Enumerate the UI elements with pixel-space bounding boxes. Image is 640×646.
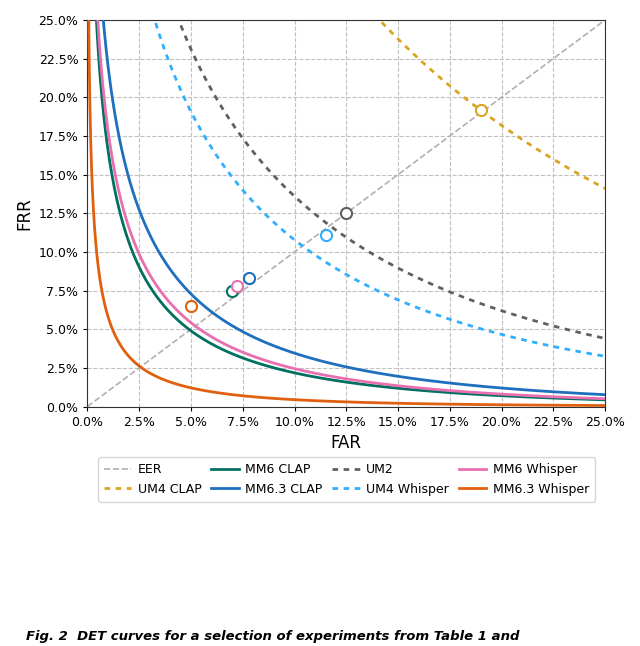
MM6 Whisper	[554, 393, 561, 401]
MM6.3 Whisper	[267, 394, 275, 402]
MM6.3 CLAP	[611, 391, 618, 399]
MM6.3 CLAP	[434, 378, 442, 386]
MM6.3 CLAP	[112, 116, 120, 124]
UM4 CLAP	[524, 140, 532, 147]
MM6.3 Whisper	[154, 373, 161, 381]
UM2	[554, 323, 562, 331]
UM2	[609, 337, 617, 344]
UM2	[173, 11, 180, 19]
MM6 CLAP	[278, 366, 286, 374]
UM2	[458, 293, 465, 300]
Line: MM6.3 CLAP: MM6.3 CLAP	[102, 13, 614, 395]
MM6 Whisper	[93, 10, 101, 18]
UM4 CLAP	[577, 172, 585, 180]
UM2	[362, 246, 369, 254]
MM6.3 Whisper	[85, 8, 93, 16]
UM4 CLAP	[609, 189, 617, 196]
Line: MM6 Whisper: MM6 Whisper	[97, 14, 612, 399]
UM4 CLAP	[371, 10, 378, 18]
MM6 CLAP	[145, 280, 152, 288]
MM6 CLAP	[92, 10, 100, 17]
UM4 Whisper	[472, 324, 479, 331]
MM6.3 Whisper	[611, 402, 619, 410]
MM6.3 CLAP	[189, 292, 197, 300]
MM6.3 Whisper	[105, 316, 113, 324]
MM6.3 Whisper	[198, 386, 206, 394]
MM6 Whisper	[288, 364, 296, 372]
MM6.3 CLAP	[421, 376, 429, 384]
MM6 Whisper	[213, 336, 221, 344]
UM2	[383, 258, 390, 266]
UM4 CLAP	[505, 127, 513, 134]
Line: UM4 Whisper: UM4 Whisper	[152, 12, 613, 358]
MM6.3 Whisper	[88, 156, 95, 163]
MM6 CLAP	[99, 103, 107, 110]
Line: UM2: UM2	[177, 15, 613, 340]
UM4 CLAP	[465, 98, 473, 105]
MM6 Whisper	[95, 34, 103, 42]
UM4 Whisper	[394, 296, 402, 304]
UM4 Whisper	[408, 302, 416, 309]
Line: MM6.3 Whisper: MM6.3 Whisper	[89, 12, 615, 406]
UM4 Whisper	[241, 188, 248, 196]
Line: MM6 CLAP: MM6 CLAP	[96, 14, 612, 400]
Text: Fig. 2  DET curves for a selection of experiments from Table 1 and: Fig. 2 DET curves for a selection of exp…	[26, 630, 519, 643]
Y-axis label: FRR: FRR	[15, 197, 33, 229]
UM4 Whisper	[148, 8, 156, 16]
UM4 CLAP	[515, 133, 522, 141]
MM6 Whisper	[284, 363, 291, 371]
UM4 Whisper	[154, 25, 161, 33]
MM6 CLAP	[608, 396, 616, 404]
Legend: EER, UM4 CLAP, MM6 CLAP, MM6.3 CLAP, UM2, UM4 Whisper, MM6 Whisper, MM6.3 Whispe: EER, UM4 CLAP, MM6 CLAP, MM6.3 CLAP, UM2…	[97, 457, 595, 502]
MM6 Whisper	[248, 351, 255, 359]
MM6 Whisper	[609, 395, 616, 403]
UM4 Whisper	[609, 354, 617, 362]
UM4 Whisper	[195, 123, 203, 131]
UM2	[207, 86, 215, 94]
MM6 CLAP	[167, 309, 175, 317]
MM6.3 CLAP	[235, 326, 243, 333]
MM6.3 Whisper	[138, 364, 145, 371]
X-axis label: FAR: FAR	[331, 434, 362, 452]
MM6.3 CLAP	[99, 9, 106, 17]
Line: UM4 CLAP: UM4 CLAP	[374, 14, 613, 193]
MM6 CLAP	[116, 210, 124, 218]
UM4 CLAP	[502, 125, 509, 132]
MM6.3 CLAP	[206, 307, 214, 315]
MM6 CLAP	[190, 329, 198, 337]
UM2	[316, 214, 324, 222]
